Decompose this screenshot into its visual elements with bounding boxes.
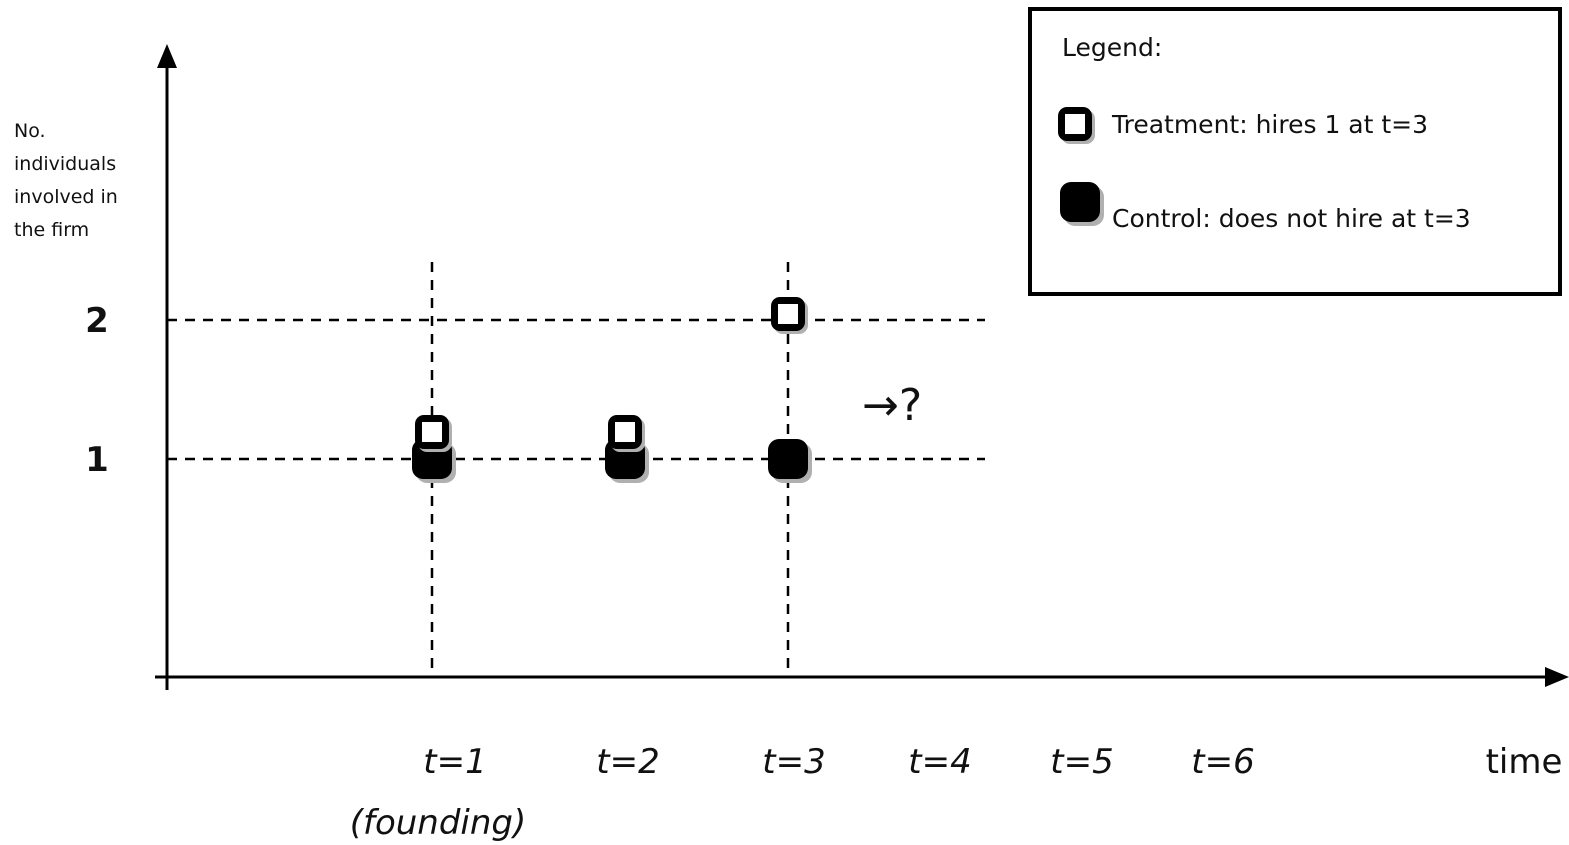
control-point [768, 439, 812, 483]
control-marker-icon [1060, 182, 1104, 226]
x-tick-label: t=4 [908, 742, 971, 782]
legend-title: Legend: [1062, 33, 1162, 62]
x-axis-label: time [1486, 742, 1563, 782]
y-axis-label-line: No. [14, 120, 46, 142]
x-tick-label: t=2 [596, 742, 659, 782]
y-axis-label-line: the firm [14, 219, 89, 241]
treatment-marker [615, 422, 635, 442]
y-tick-label: 1 [85, 440, 109, 480]
control-marker [768, 439, 808, 479]
y-axis-label-line: individuals [14, 153, 116, 175]
data-markers [412, 297, 812, 483]
legend-control-label: Control: does not hire at t=3 [1112, 204, 1471, 233]
x-tick-label: t=6 [1191, 742, 1254, 782]
treatment-marker [422, 422, 442, 442]
x-axis-arrowhead [1545, 667, 1569, 687]
treatment-marker [778, 304, 798, 324]
treatment-point [415, 415, 452, 452]
legend-treatment-label: Treatment: hires 1 at t=3 [1111, 110, 1428, 139]
y-axis-label-line: involved in [14, 186, 118, 208]
y-axis-arrowhead [157, 44, 177, 68]
x-tick-label: t=5 [1050, 742, 1113, 782]
treatment-marker-icon [1058, 107, 1095, 144]
treatment-marker [1065, 114, 1085, 134]
treatment-point [608, 415, 645, 452]
outcome-annotation: →? [862, 380, 922, 431]
guide-lines [167, 262, 985, 670]
x-axis-sublabel: (founding) [350, 803, 527, 843]
y-axis-label: No. individuals involved in the firm [14, 120, 118, 241]
y-ticks: 12 [85, 301, 109, 480]
x-tick-label: t=3 [762, 742, 825, 782]
legend: Legend: Treatment: hires 1 at t=3 Contro… [1028, 7, 1562, 296]
treatment-point [1058, 107, 1095, 144]
treatment-point [771, 297, 808, 334]
control-marker [1060, 182, 1100, 222]
x-ticks: t=1 t=2 t=3 t=4 t=5 t=6 [423, 742, 1254, 782]
y-tick-label: 2 [85, 301, 109, 341]
control-point [1060, 182, 1104, 226]
x-tick-label: t=1 [423, 742, 486, 782]
legend-box [1028, 7, 1562, 296]
